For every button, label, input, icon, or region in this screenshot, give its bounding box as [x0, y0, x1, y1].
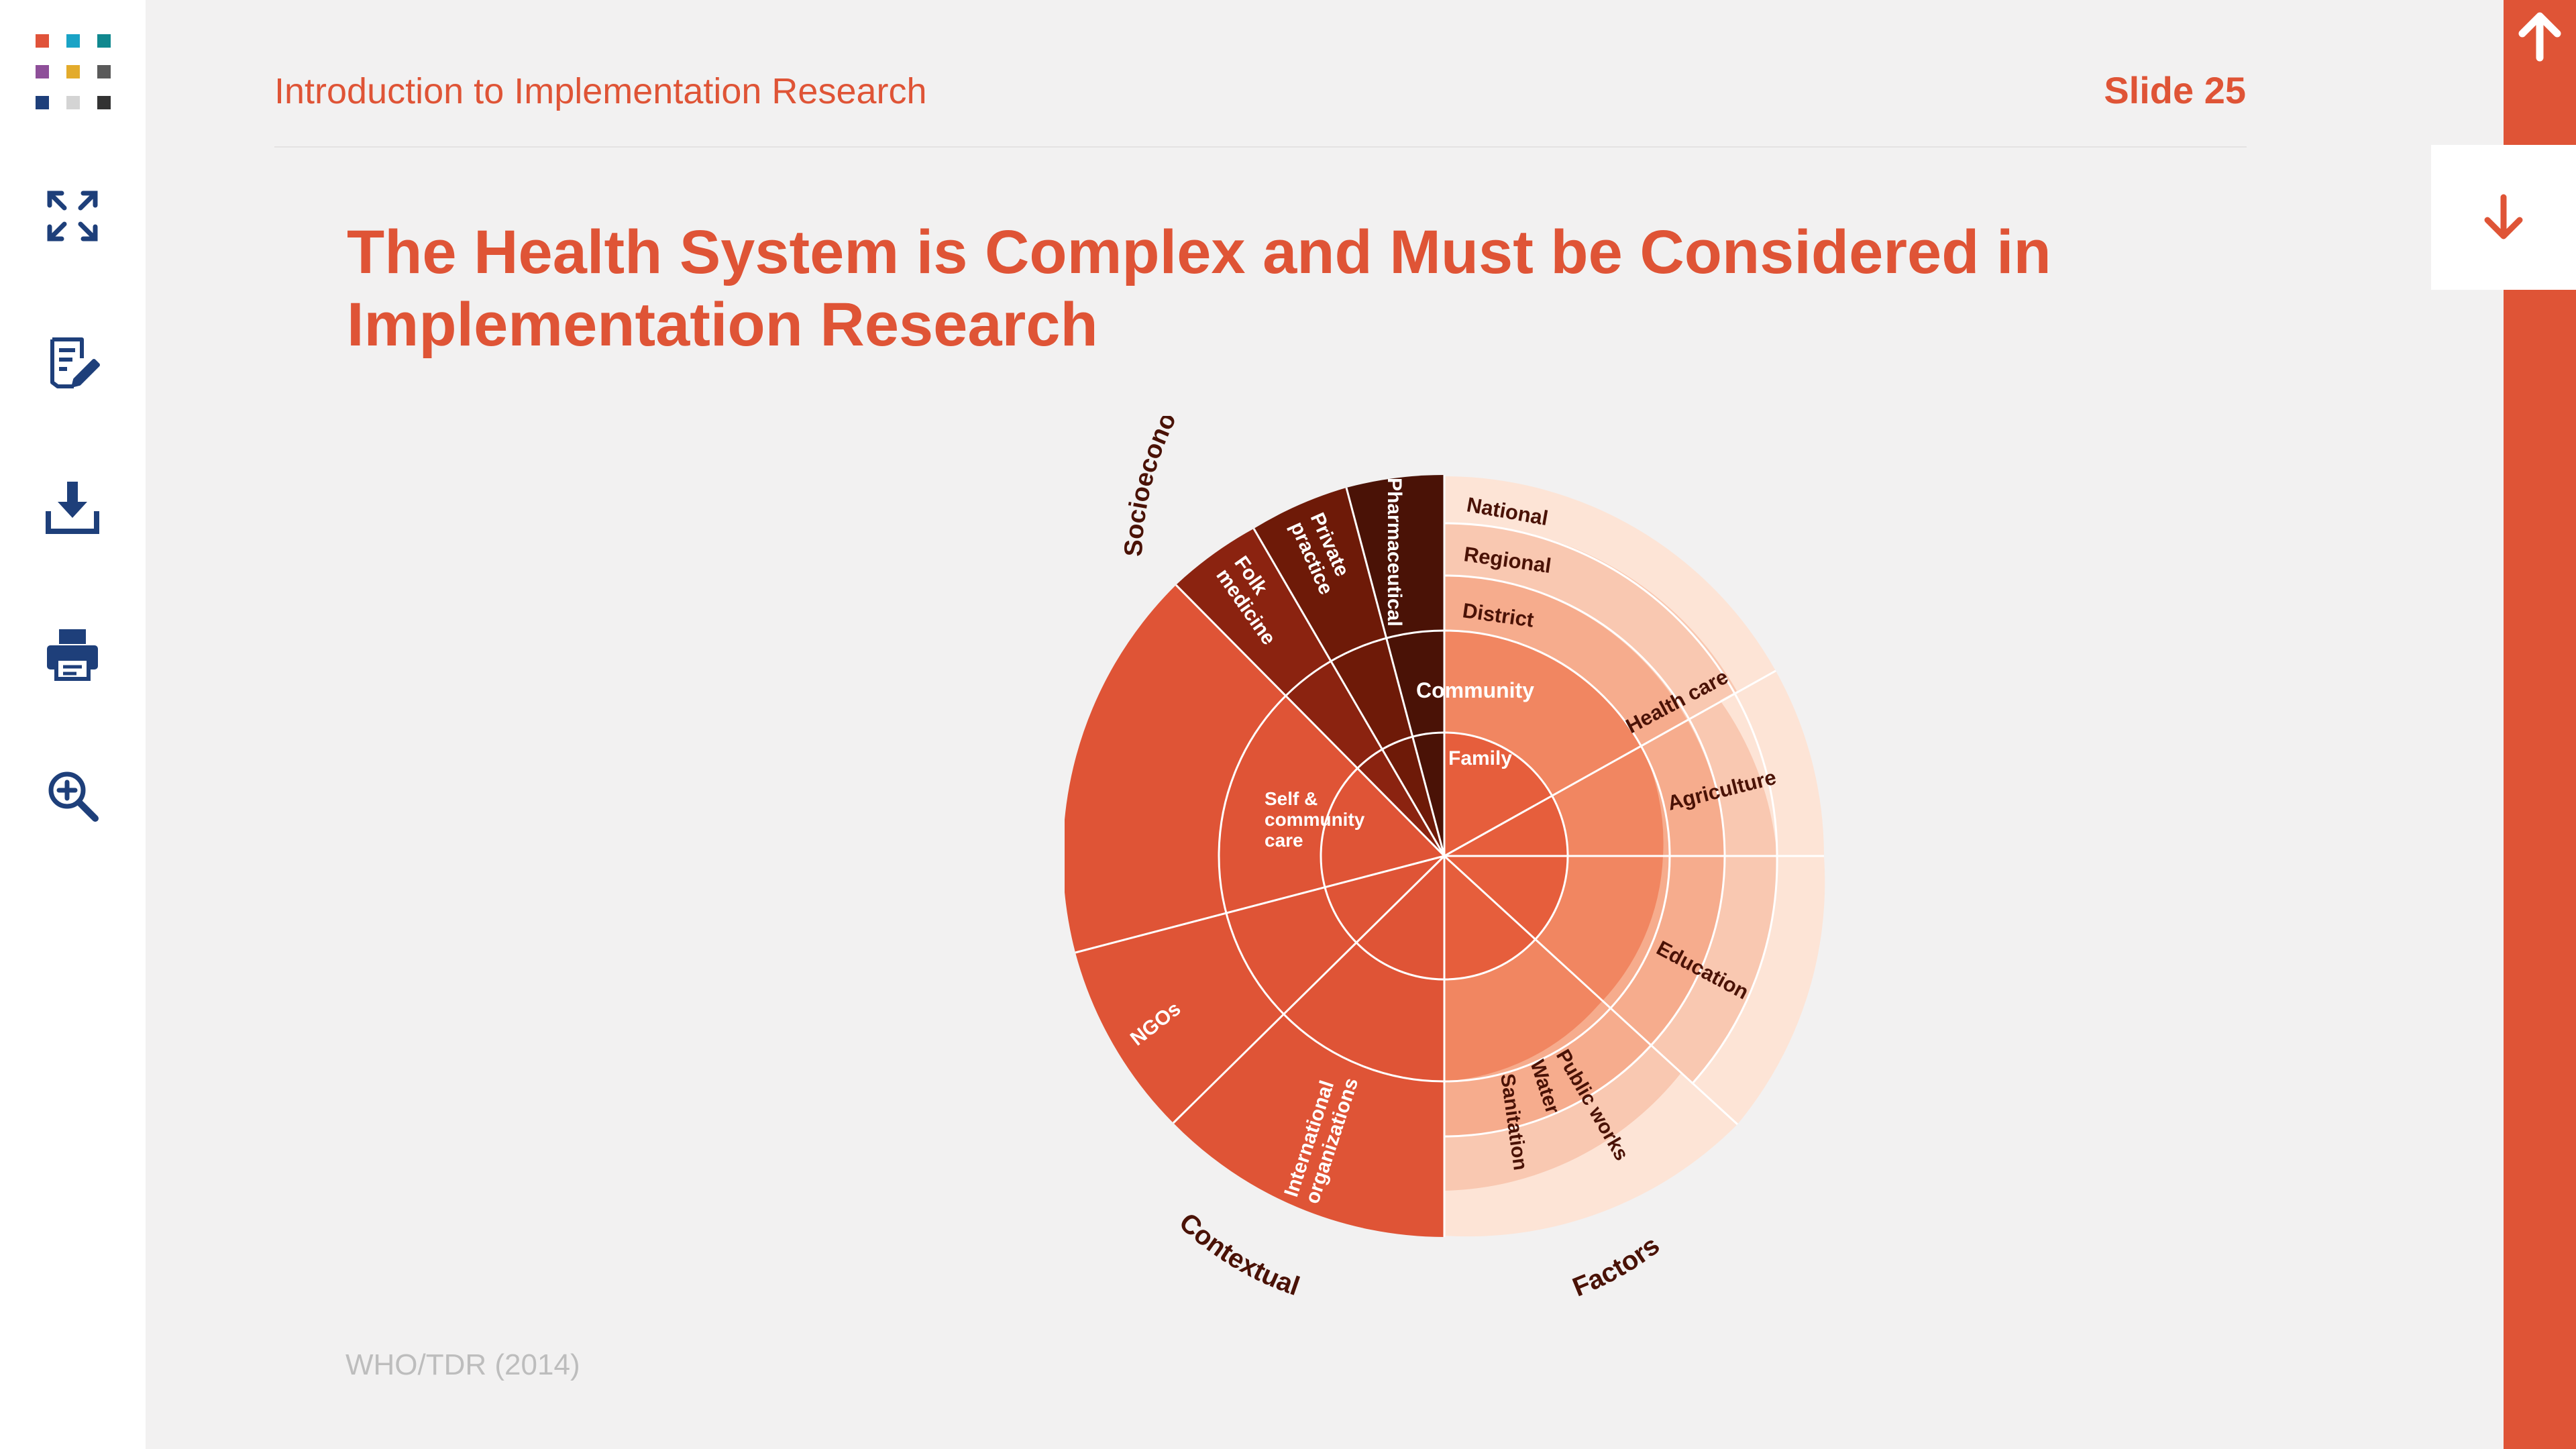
sector-international-organizations [1173, 856, 1444, 1237]
zoom-in-button[interactable] [39, 762, 106, 829]
print-icon [47, 629, 98, 681]
slide-number: Slide 25 [2104, 69, 2246, 111]
slide: Introduction to Implementation Research … [146, 0, 2504, 1449]
slide-title-line-2: Implementation Research [347, 290, 1098, 359]
logo-square [97, 96, 111, 109]
logo-square [66, 34, 80, 48]
print-button[interactable] [39, 620, 106, 687]
label-pharmaceutical: Pharmaceutical [1383, 478, 1405, 627]
health-system-sunburst: Socioeconomic, political, cultural, phys… [1065, 416, 1825, 1301]
logo-square [36, 34, 49, 48]
next-slide-button[interactable] [2431, 145, 2576, 290]
course-title: Introduction to Implementation Research [274, 71, 927, 111]
notes-edit-icon [50, 337, 100, 388]
sector-private-practice [1254, 488, 1444, 856]
logo-square [66, 96, 80, 109]
label-private-practice: Privatepractice [1285, 509, 1357, 598]
label-family: Family [1448, 747, 1512, 769]
notes-button[interactable] [39, 329, 106, 396]
logo-square [97, 65, 111, 78]
download-button[interactable] [39, 474, 106, 541]
chart-separators [1075, 475, 1824, 1237]
label-factors: Factors [1568, 1230, 1665, 1301]
app-logo-icon[interactable] [36, 34, 111, 109]
logo-square [36, 65, 49, 78]
download-icon [46, 482, 99, 534]
previous-slide-button[interactable] [2504, 0, 2576, 72]
left-toolbar [0, 0, 146, 1449]
source-citation: WHO/TDR (2014) [345, 1348, 580, 1381]
header-divider [274, 146, 2247, 148]
zoom-in-icon [48, 771, 99, 822]
label-self-community-care: Self & community care [1265, 788, 1365, 851]
logo-square [66, 65, 80, 78]
logo-square [97, 34, 111, 48]
label-community: Community [1416, 678, 1534, 702]
fullscreen-icon [47, 191, 98, 241]
sector-folk-medicine [1176, 529, 1444, 856]
sector-ngos [1075, 856, 1444, 1123]
logo-square [36, 96, 49, 109]
arrow-down-icon [2484, 194, 2523, 239]
slide-title: The Health System is Complex and Must be… [347, 216, 2225, 361]
slide-title-line-1: The Health System is Complex and Must be… [347, 218, 2051, 286]
fullscreen-button[interactable] [39, 182, 106, 250]
sector-self-community-care [1065, 585, 1444, 953]
label-contextual: Contextual [1173, 1208, 1303, 1301]
arrow-up-icon [2518, 12, 2561, 62]
